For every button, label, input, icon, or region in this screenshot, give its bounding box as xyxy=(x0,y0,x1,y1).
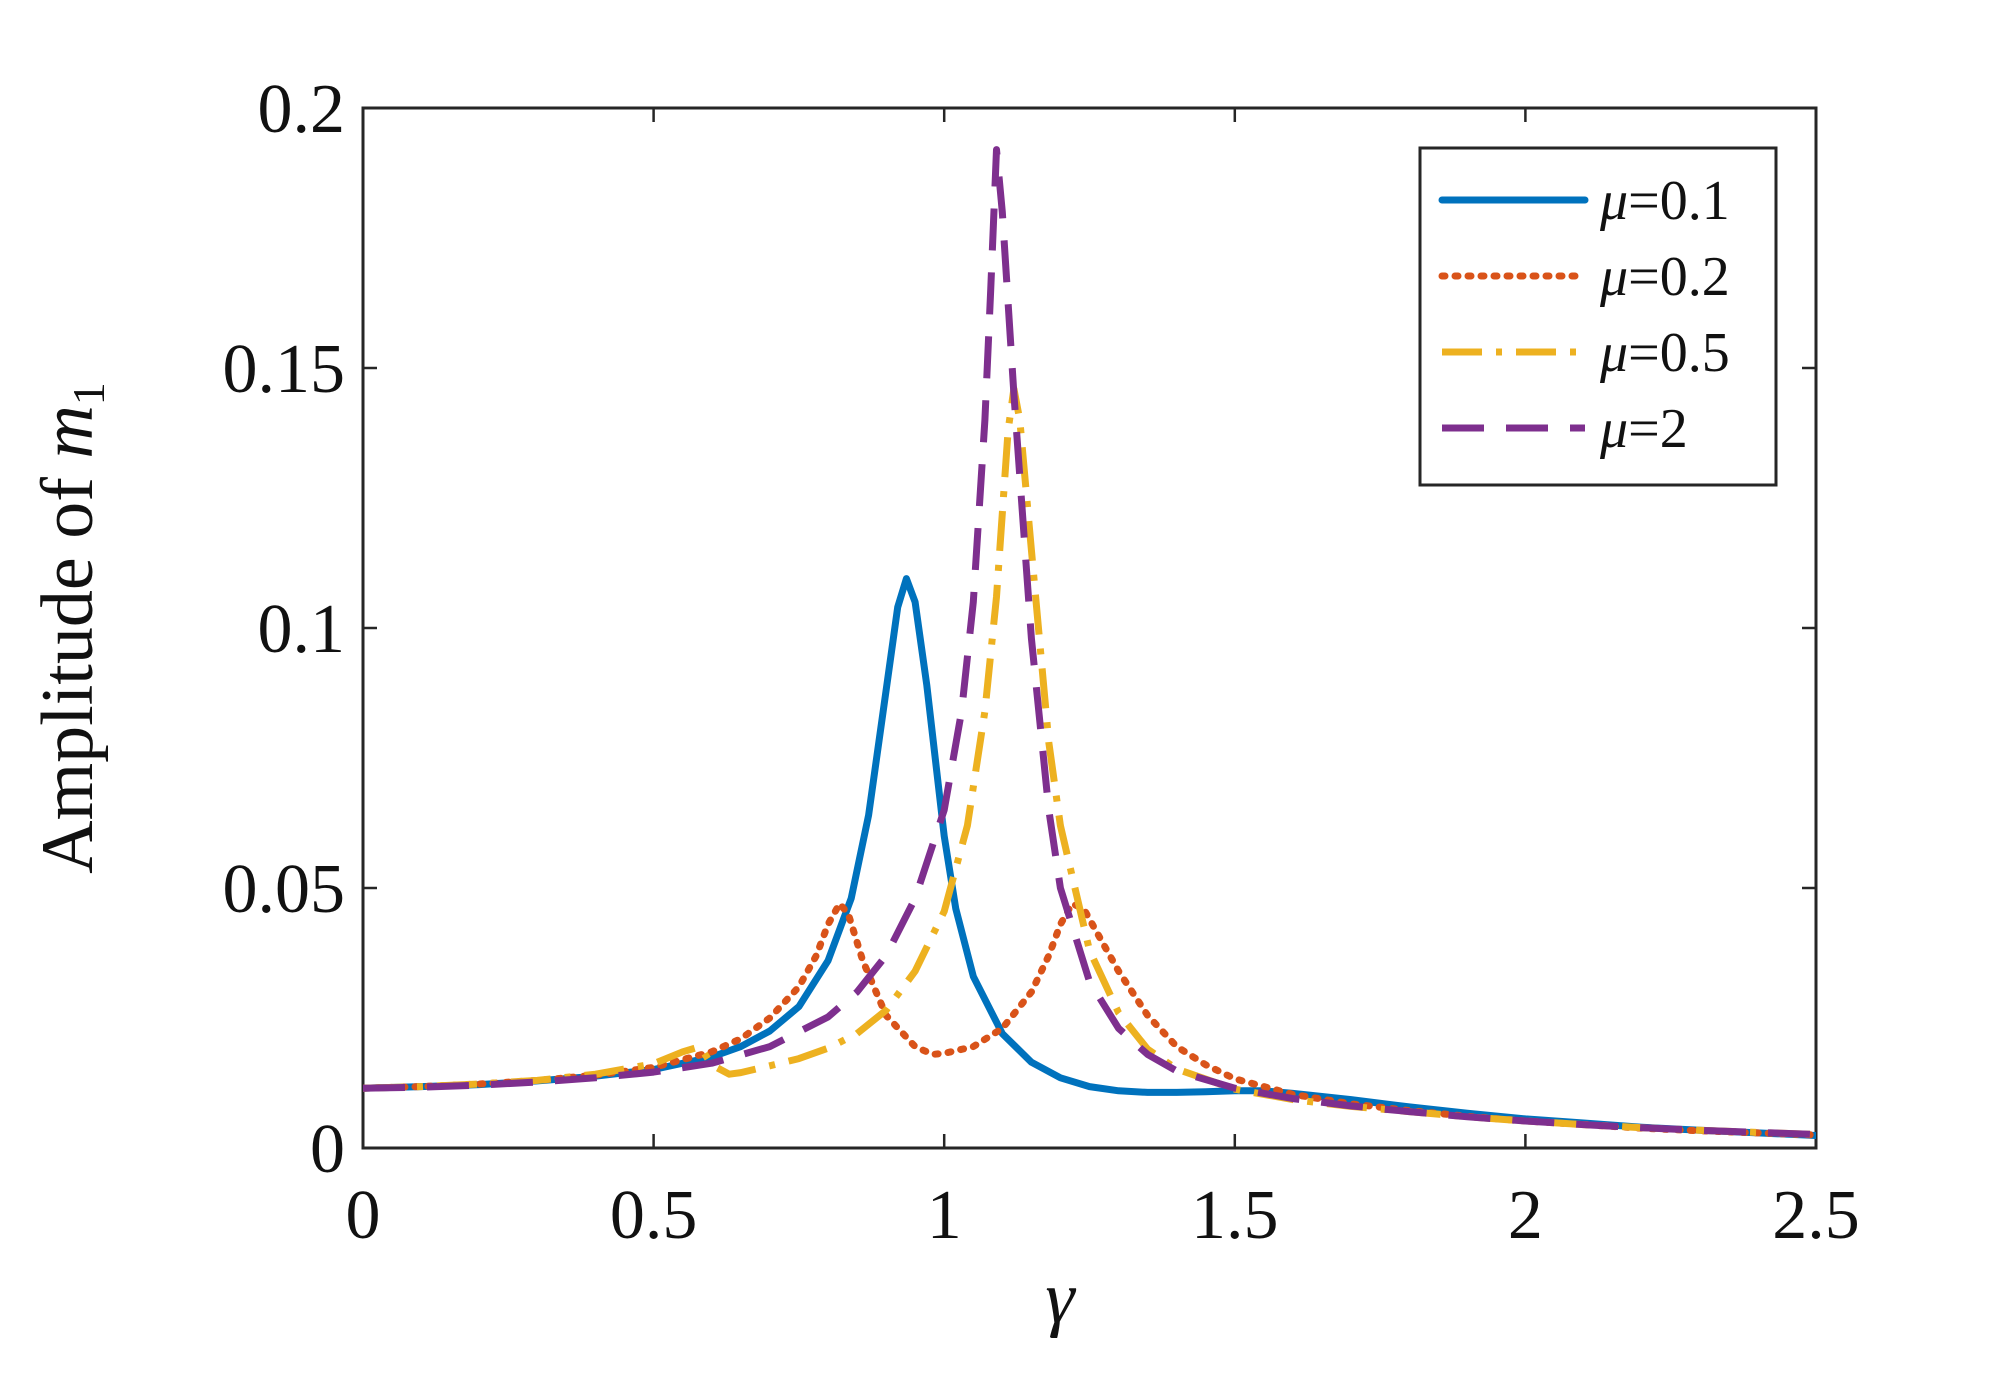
y-axis-title-variable: m xyxy=(27,405,109,458)
legend-label-symbol: μ xyxy=(1599,322,1628,384)
legend-label-value: =2 xyxy=(1628,398,1688,460)
y-tick-label: 0 xyxy=(310,1111,345,1188)
x-axis-title: γ xyxy=(1045,1257,1076,1339)
x-tick-label: 0.5 xyxy=(610,1177,698,1254)
x-axis-ticks: 0 0.5 1 1.5 2 2.5 xyxy=(346,108,1860,1254)
y-tick-label: 0.1 xyxy=(258,591,346,668)
y-axis-title-subscript: 1 xyxy=(63,382,114,405)
y-tick-label: 0.15 xyxy=(223,331,346,408)
legend-label-value: =0.5 xyxy=(1628,322,1730,384)
y-axis-title-prefix: Amplitude of xyxy=(27,459,109,874)
legend-label-symbol: μ xyxy=(1599,398,1628,460)
x-tick-label: 0 xyxy=(346,1177,381,1254)
y-axis-ticks: 0 0.05 0.1 0.15 0.2 xyxy=(223,71,1816,1188)
x-tick-label: 2.5 xyxy=(1772,1177,1860,1254)
legend-label-symbol: μ xyxy=(1599,170,1628,232)
y-axis-title: Amplitude of m1 xyxy=(27,382,114,874)
legend-label-mu-0-1: μ=0.1 xyxy=(1599,170,1730,232)
y-tick-label: 0.05 xyxy=(223,851,346,928)
series-line-mu-2 xyxy=(363,146,1816,1138)
legend-label-mu-0-2: μ=0.2 xyxy=(1599,246,1730,308)
x-tick-label: 1.5 xyxy=(1191,1177,1279,1254)
x-tick-label: 1 xyxy=(927,1177,962,1254)
legend-label-symbol: μ xyxy=(1599,246,1628,308)
series-lines xyxy=(363,146,1816,1139)
legend-label-value: =0.2 xyxy=(1628,246,1730,308)
series-line-mu-0-1 xyxy=(363,575,1816,1139)
y-tick-label: 0.2 xyxy=(258,71,346,148)
legend-label-mu-2: μ=2 xyxy=(1599,398,1688,460)
legend-label-value: =0.1 xyxy=(1628,170,1730,232)
x-tick-label: 2 xyxy=(1508,1177,1543,1254)
legend: μ=0.1μ=0.2μ=0.5μ=2 xyxy=(1418,146,1778,487)
legend-label-mu-0-5: μ=0.5 xyxy=(1599,322,1730,384)
